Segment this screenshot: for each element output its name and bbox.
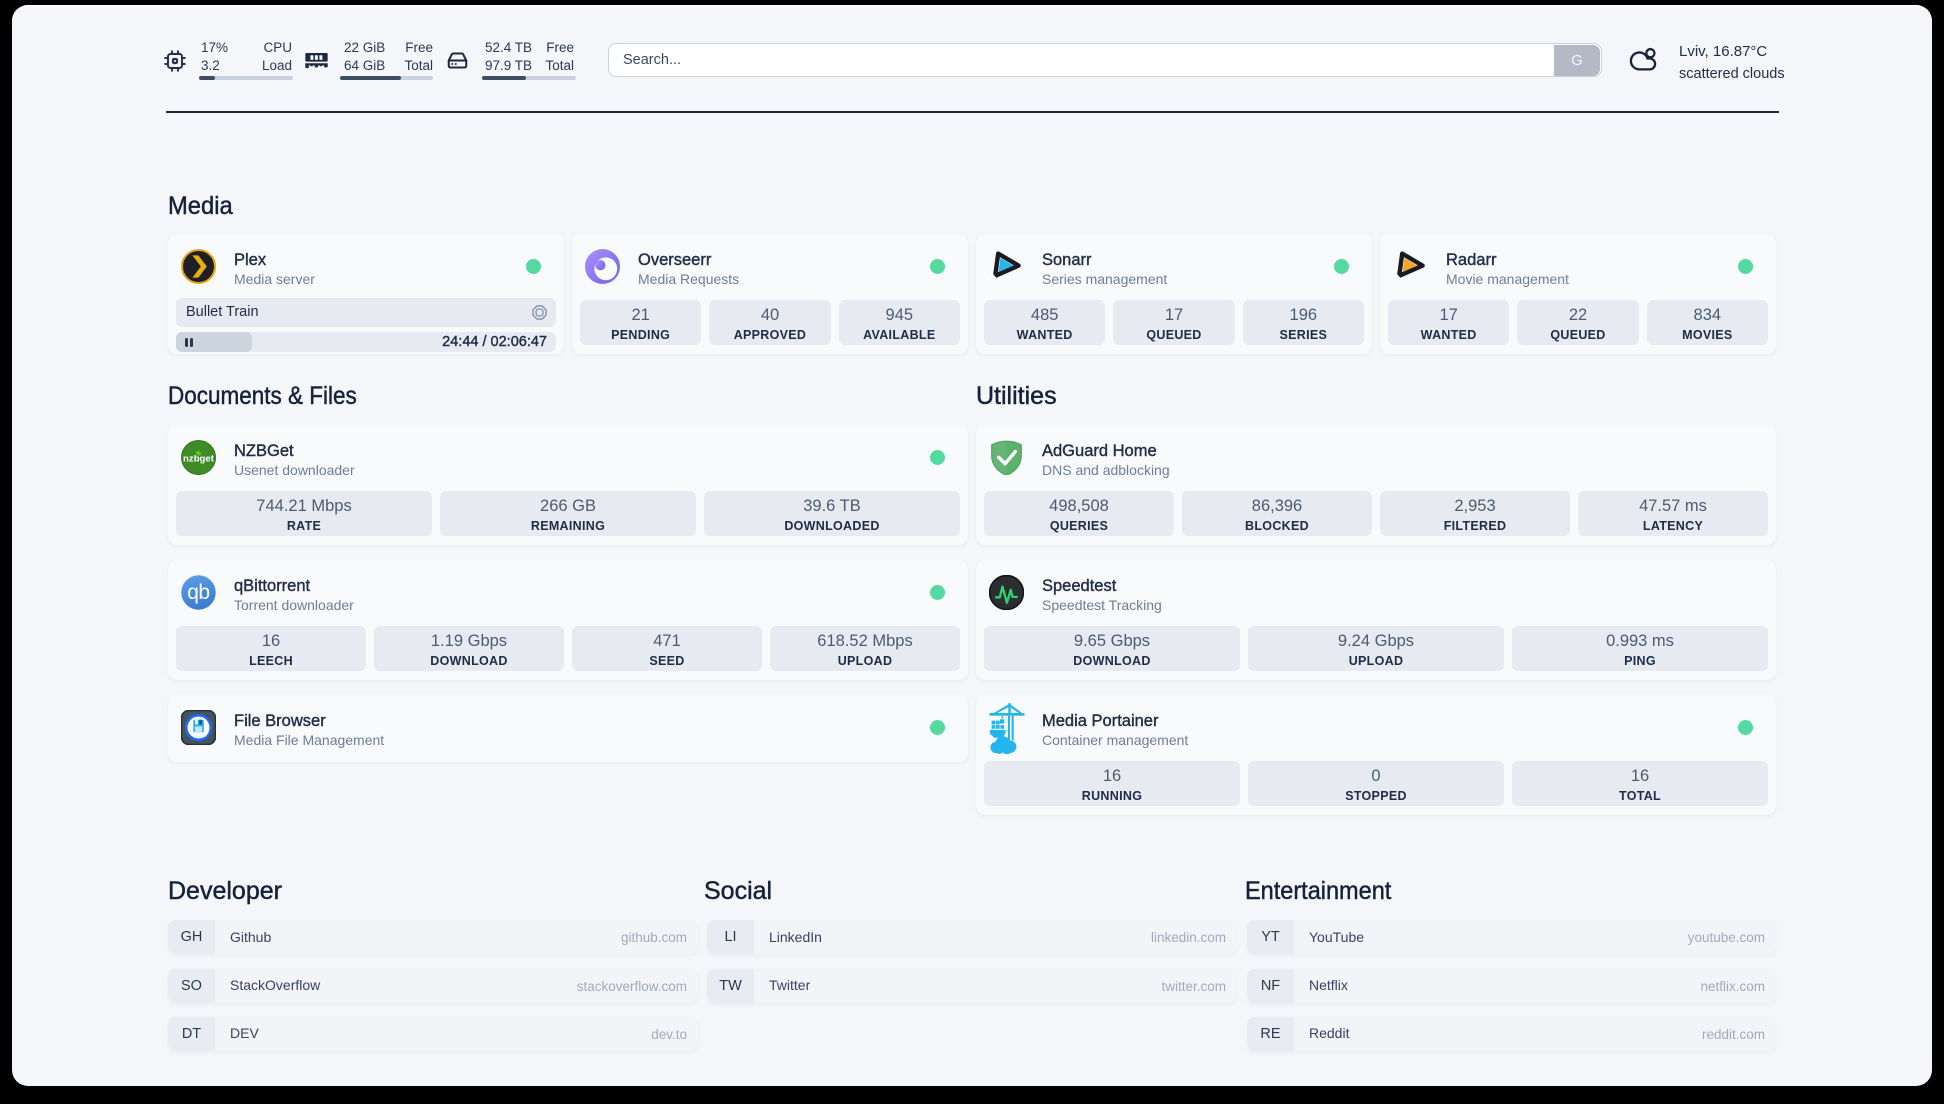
svg-text:qb: qb: [187, 581, 209, 604]
svg-text:nzbget: nzbget: [183, 454, 215, 465]
